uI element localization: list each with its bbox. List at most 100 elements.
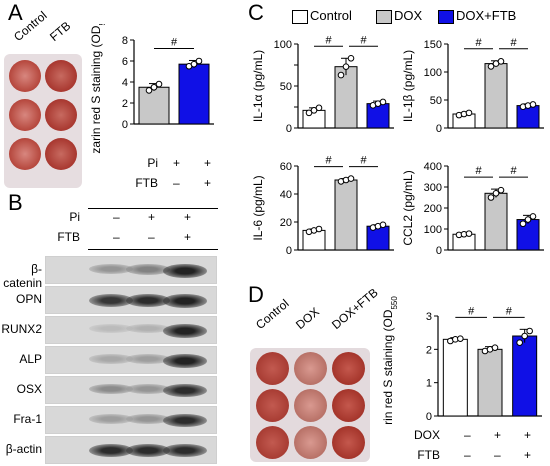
data-point xyxy=(465,230,473,237)
panel-letter-d: D xyxy=(248,282,264,307)
data-point xyxy=(529,213,537,220)
table-cell: – xyxy=(464,448,471,462)
table-cell: + xyxy=(204,156,212,170)
y-tick-label: 60 xyxy=(280,161,292,173)
well xyxy=(294,426,327,459)
staining-plate-d xyxy=(250,348,370,462)
y-tick-label: 300 xyxy=(424,182,442,194)
table-cell: + xyxy=(494,428,502,442)
data-point xyxy=(524,216,532,223)
plate-label-dox-ftb: DOX+FTB xyxy=(329,285,381,332)
y-tick-label: 0 xyxy=(436,123,442,135)
data-point xyxy=(526,327,533,335)
y-tick-label: 2 xyxy=(122,98,128,110)
well xyxy=(9,60,41,92)
blot-band xyxy=(163,294,207,308)
significance-label: # xyxy=(475,37,482,49)
well xyxy=(9,99,41,131)
data-point xyxy=(497,186,505,194)
header-cell: – xyxy=(113,230,120,244)
blot-band xyxy=(126,354,170,364)
significance-label: # xyxy=(506,305,513,317)
header-cell: – xyxy=(113,210,120,224)
blot-label: β-actin xyxy=(5,442,42,456)
y-tick-label: 8 xyxy=(122,35,128,47)
y-axis-label: CCL2 (pg/mL) xyxy=(401,170,415,245)
blot-strip xyxy=(45,406,217,434)
blot-label: OPN xyxy=(15,292,42,306)
y-tick-label: 3 xyxy=(426,311,432,323)
data-point xyxy=(315,104,323,112)
blot-band xyxy=(163,324,207,338)
bar xyxy=(512,335,538,417)
data-point xyxy=(379,221,387,229)
blot-label: ALP xyxy=(19,352,42,366)
y-tick-label: 0 xyxy=(286,123,292,135)
well xyxy=(256,352,289,385)
data-point xyxy=(529,101,537,108)
blot-band xyxy=(89,444,133,458)
blot-band xyxy=(89,354,133,364)
legend-label-dox-ftb: DOX+FTB xyxy=(456,8,517,23)
table-cell: – xyxy=(464,428,471,442)
plate-label-ftb: FTB xyxy=(47,18,74,44)
data-point xyxy=(521,332,528,340)
y-tick-label: 6 xyxy=(122,56,128,68)
data-point xyxy=(337,71,345,79)
header-cell: + xyxy=(184,230,192,244)
table-cell: + xyxy=(524,448,532,462)
significance-label: # xyxy=(325,34,332,46)
legend: Control DOX DOX+FTB xyxy=(292,8,550,26)
blot-band xyxy=(89,324,133,333)
blot-band xyxy=(126,294,170,308)
table-row-label: FTB xyxy=(417,448,440,462)
legend-label-control: Control xyxy=(310,8,352,23)
legend-swatch-dox-ftb xyxy=(438,10,454,24)
blot-band xyxy=(126,444,170,458)
blot-band xyxy=(163,264,207,278)
table-cell: – xyxy=(173,176,180,190)
legend-swatch-control xyxy=(292,10,308,24)
chart-c2: 0 50 100 150 IL-1β (pg/mL) # # xyxy=(401,37,544,135)
well xyxy=(256,426,289,459)
bar xyxy=(366,225,390,251)
data-point xyxy=(190,60,198,68)
header-cell: – xyxy=(148,230,155,244)
blot-band xyxy=(126,264,170,275)
header-label-ftb: FTB xyxy=(57,230,80,244)
data-point xyxy=(379,98,387,106)
y-tick-label: 2 xyxy=(426,344,432,356)
bar xyxy=(178,63,210,125)
significance-label: # xyxy=(475,165,482,177)
y-axis-label: IL-1α (pg/mL) xyxy=(251,50,265,122)
significance-label: # xyxy=(468,305,475,317)
header-cell: + xyxy=(184,210,192,224)
y-tick-label: 400 xyxy=(424,161,442,173)
blot-band xyxy=(163,354,207,368)
well xyxy=(332,389,365,422)
blot-strip xyxy=(45,376,217,404)
well xyxy=(294,352,327,385)
bar xyxy=(484,63,508,129)
blot-band xyxy=(89,384,133,395)
y-tick-label: 150 xyxy=(424,39,442,51)
data-point xyxy=(195,57,203,65)
y-axis-label: IL-1β (pg/mL) xyxy=(401,50,415,122)
data-point xyxy=(497,58,505,65)
blot-band xyxy=(163,414,207,428)
table-row-label: DOX xyxy=(413,428,440,442)
table-row-label: Pi xyxy=(147,156,158,170)
y-tick-label: 100 xyxy=(424,224,442,236)
y-tick-label: 0 xyxy=(122,119,128,131)
data-point xyxy=(457,335,464,342)
panel-letter-a: A xyxy=(8,0,23,25)
legend-label-dox: DOX xyxy=(394,8,423,23)
data-point xyxy=(347,54,355,62)
bar xyxy=(366,103,390,129)
y-axis-label: IL-6 (pg/mL) xyxy=(251,175,265,240)
table-cell: + xyxy=(524,428,532,442)
data-point xyxy=(519,220,527,228)
data-point xyxy=(342,63,350,70)
well xyxy=(332,426,365,459)
y-tick-label: 200 xyxy=(424,203,442,215)
